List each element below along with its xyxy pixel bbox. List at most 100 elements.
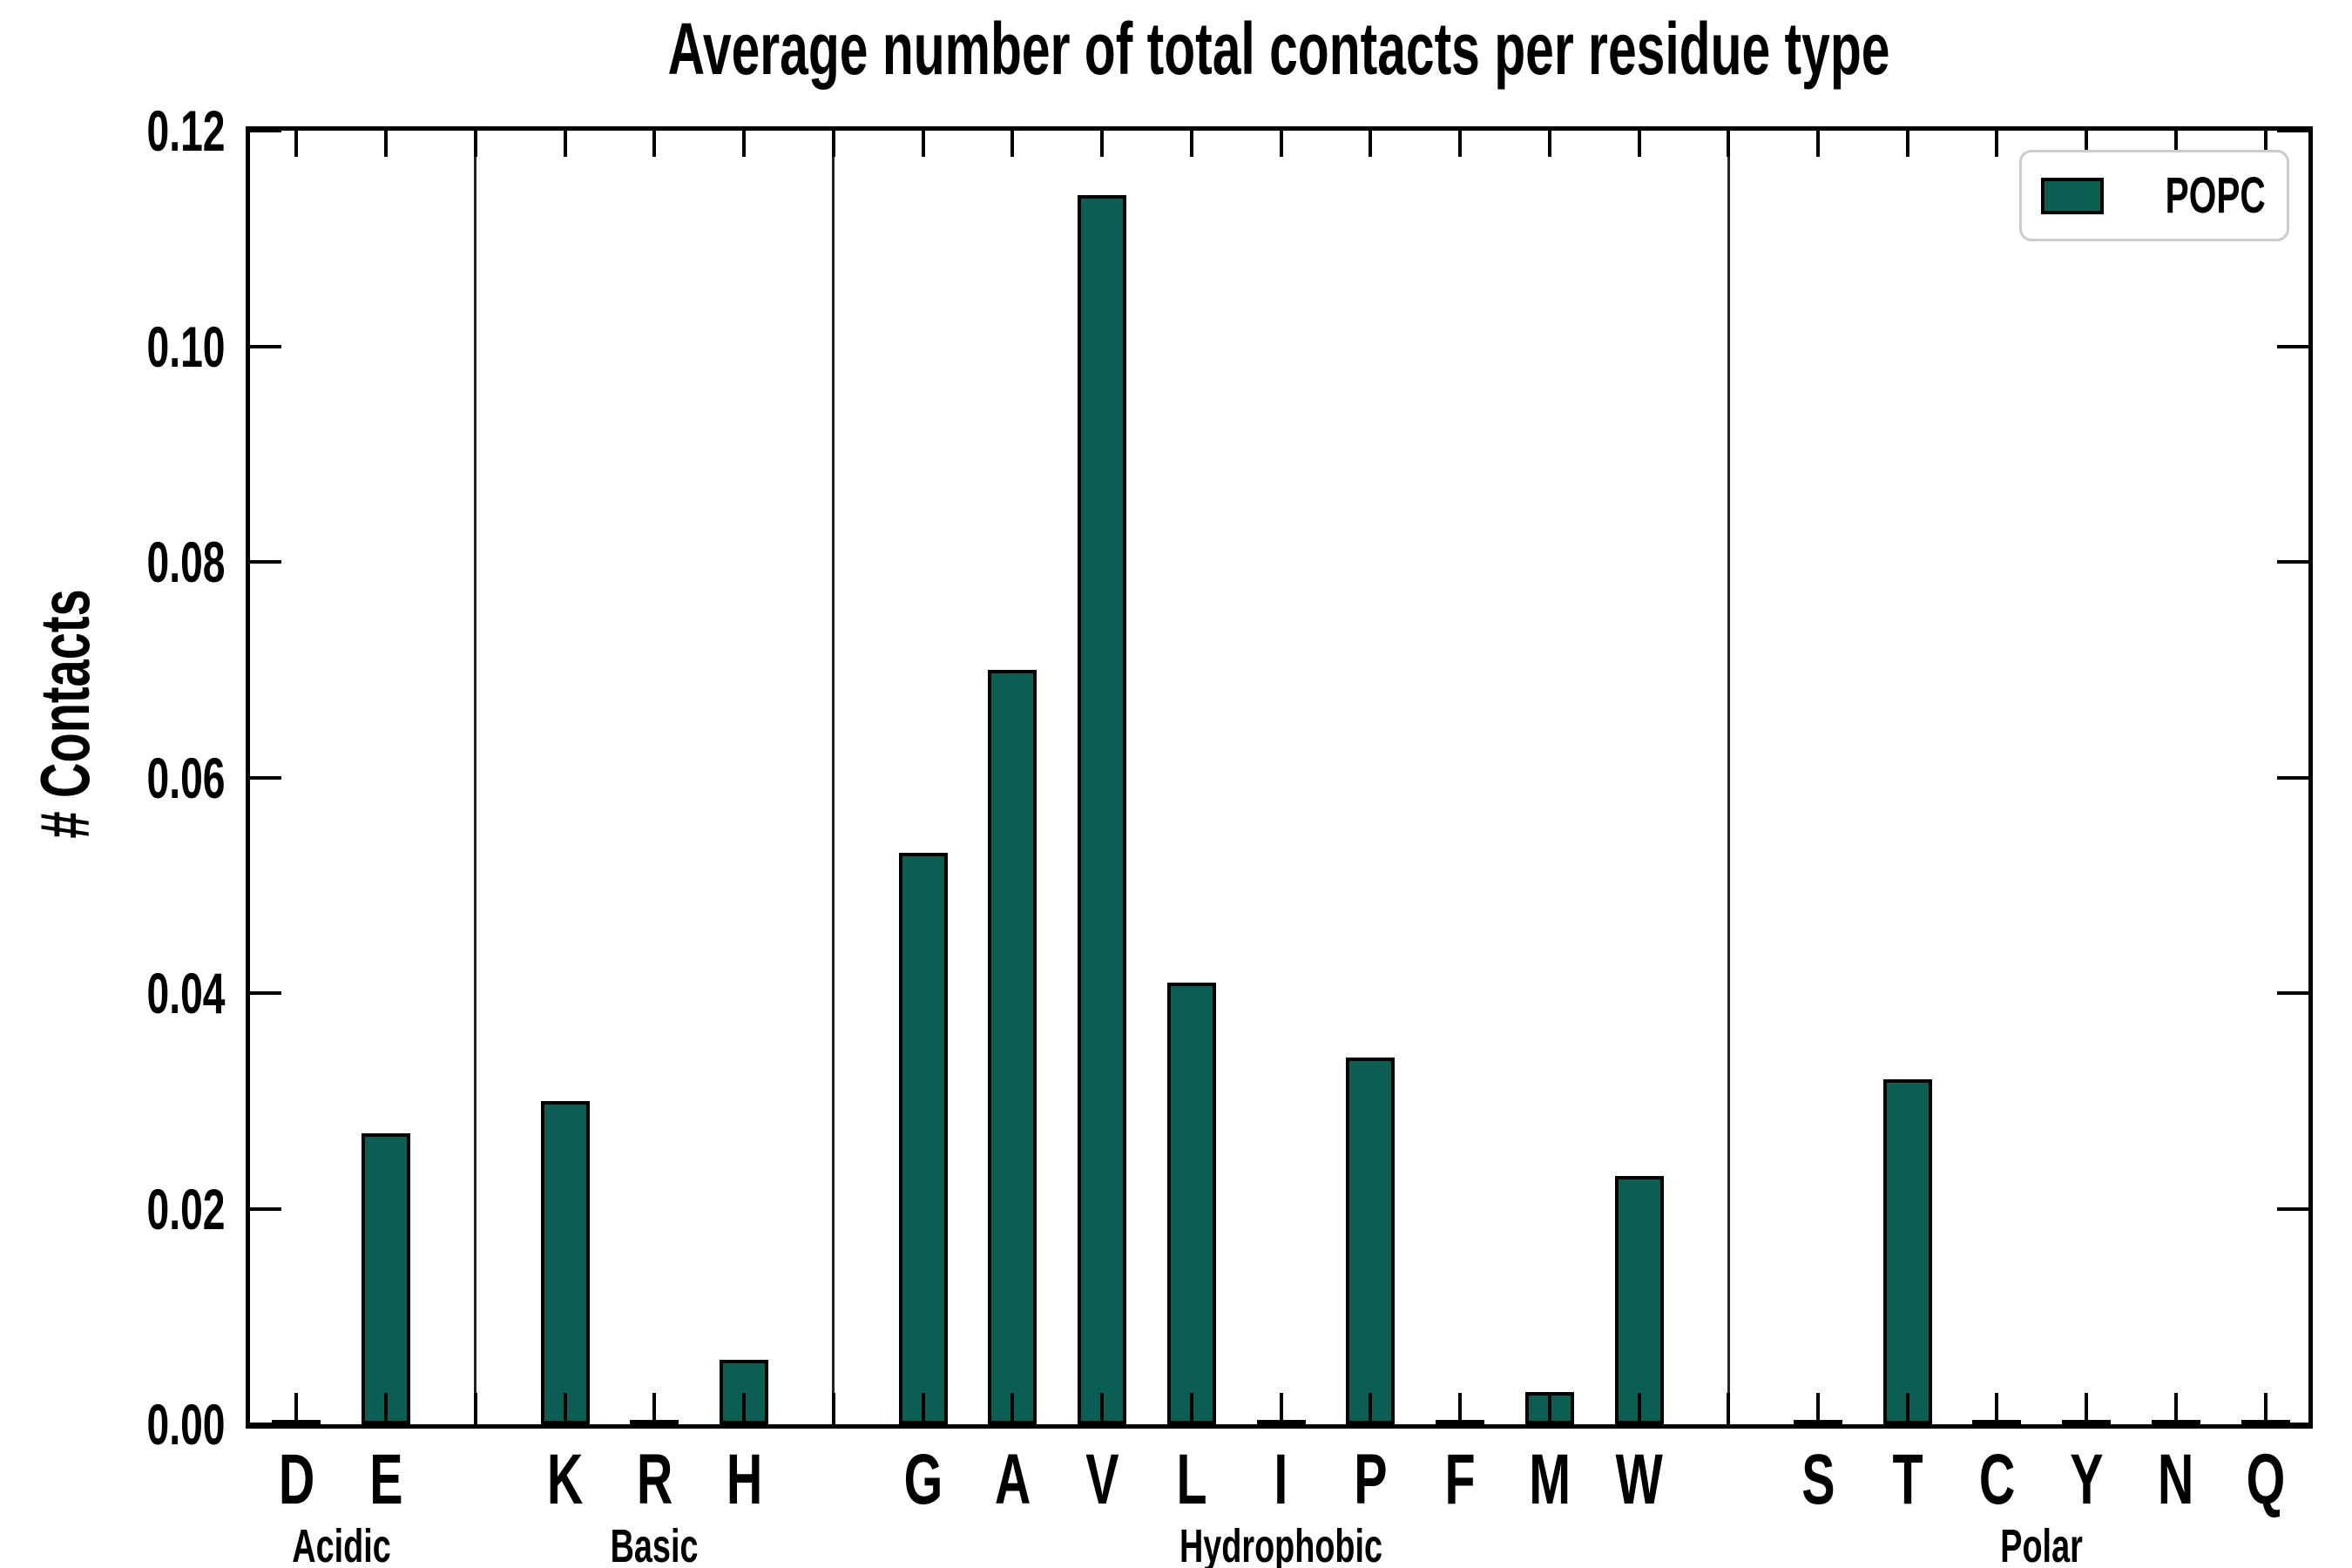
y-tick-label: 0.00 bbox=[16, 1389, 225, 1459]
y-tick-right bbox=[2277, 129, 2308, 132]
y-tick-left bbox=[250, 344, 281, 348]
y-tick-label-text: 0.00 bbox=[146, 1392, 225, 1456]
x-tick-bottom bbox=[1100, 1393, 1105, 1424]
x-tick-label-C: C bbox=[1936, 1439, 2058, 1521]
x-tick-bottom bbox=[1189, 1393, 1193, 1424]
x-tick-top bbox=[742, 131, 747, 157]
x-tick-bottom bbox=[1905, 1393, 1909, 1424]
x-tick-bottom bbox=[2173, 1393, 2178, 1424]
x-tick-top bbox=[2263, 131, 2268, 157]
x-tick-label-text: A bbox=[994, 1440, 1031, 1519]
y-tick-label-text: 0.04 bbox=[146, 961, 225, 1025]
x-tick-label-P: P bbox=[1309, 1439, 1431, 1521]
x-tick-label-E: E bbox=[325, 1439, 447, 1521]
group-label-basic: Basic bbox=[480, 1519, 828, 1568]
x-tick-label-text: L bbox=[1176, 1440, 1207, 1519]
group-divider-line bbox=[474, 131, 477, 1424]
y-tick-right bbox=[2277, 1423, 2308, 1426]
y-tick-label-text: 0.02 bbox=[146, 1176, 225, 1241]
x-tick-label-text: D bbox=[278, 1440, 315, 1519]
x-tick-bottom bbox=[1458, 1393, 1463, 1424]
x-tick-label-text: Y bbox=[2070, 1440, 2104, 1519]
x-tick-label-K: K bbox=[504, 1439, 626, 1521]
x-tick-bottom bbox=[652, 1393, 657, 1424]
x-tick-bottom bbox=[384, 1393, 389, 1424]
x-tick-label-text: C bbox=[1978, 1440, 2016, 1519]
bar-V bbox=[1078, 195, 1127, 1424]
group-label-text: Basic bbox=[610, 1520, 699, 1568]
y-tick-right bbox=[2277, 344, 2308, 348]
x-tick-top bbox=[1100, 131, 1105, 157]
bar-P bbox=[1346, 1058, 1396, 1424]
bar-L bbox=[1166, 983, 1216, 1424]
x-tick-top bbox=[384, 131, 389, 157]
x-tick-label-D: D bbox=[235, 1439, 357, 1521]
x-tick-label-text: T bbox=[1892, 1440, 1923, 1519]
y-tick-left bbox=[250, 1206, 281, 1211]
x-tick-label-H: H bbox=[683, 1439, 805, 1521]
x-tick-bottom bbox=[1547, 1393, 1551, 1424]
y-tick-left bbox=[250, 991, 281, 995]
x-tick-top bbox=[831, 131, 835, 157]
y-tick-right bbox=[2277, 1206, 2308, 1211]
group-label-text: Polar bbox=[2000, 1520, 2084, 1568]
x-tick-label-Q: Q bbox=[2205, 1439, 2327, 1521]
x-tick-bottom bbox=[563, 1393, 567, 1424]
x-tick-label-text: E bbox=[369, 1440, 403, 1519]
x-tick-label-Y: Y bbox=[2025, 1439, 2147, 1521]
x-tick-bottom bbox=[1637, 1393, 1641, 1424]
bar-W bbox=[1614, 1176, 1664, 1424]
x-tick-label-text: R bbox=[636, 1440, 673, 1519]
x-tick-top bbox=[652, 131, 657, 157]
x-tick-label-text: G bbox=[903, 1440, 943, 1519]
x-tick-label-W: W bbox=[1578, 1439, 1700, 1521]
x-tick-top bbox=[1279, 131, 1283, 157]
group-label-hydrophobic: Hydrophobic bbox=[1107, 1519, 1456, 1568]
x-tick-bottom bbox=[1727, 1393, 1731, 1424]
x-tick-top bbox=[563, 131, 567, 157]
x-tick-top bbox=[1369, 131, 1373, 157]
x-tick-label-text: Q bbox=[2246, 1440, 2285, 1519]
y-tick-label: 0.08 bbox=[16, 527, 225, 597]
y-tick-left bbox=[250, 775, 281, 780]
chart-title-text: Average number of total contacts per res… bbox=[668, 8, 1890, 90]
x-tick-top bbox=[294, 131, 299, 157]
y-tick-label: 0.04 bbox=[16, 958, 225, 1028]
y-tick-right bbox=[2277, 991, 2308, 995]
x-tick-top bbox=[1905, 131, 1909, 157]
bar-K bbox=[540, 1101, 590, 1424]
y-tick-label: 0.12 bbox=[16, 96, 225, 166]
x-tick-top bbox=[1995, 131, 1999, 157]
x-tick-label-text: P bbox=[1354, 1440, 1388, 1519]
x-tick-top bbox=[1815, 131, 1820, 157]
x-tick-bottom bbox=[294, 1393, 299, 1424]
group-label-polar: Polar bbox=[1868, 1519, 2216, 1568]
y-tick-label: 0.10 bbox=[16, 312, 225, 382]
x-tick-label-S: S bbox=[1757, 1439, 1879, 1521]
plot-area bbox=[246, 126, 2313, 1429]
x-tick-bottom bbox=[1995, 1393, 1999, 1424]
x-tick-label-text: H bbox=[726, 1440, 762, 1519]
x-tick-label-text: M bbox=[1528, 1440, 1571, 1519]
x-tick-label-T: T bbox=[1847, 1439, 1969, 1521]
y-tick-label: 0.06 bbox=[16, 743, 225, 813]
x-tick-label-text: W bbox=[1615, 1440, 1663, 1519]
x-tick-label-I: I bbox=[1220, 1439, 1342, 1521]
group-divider-line bbox=[1727, 131, 1730, 1424]
x-tick-top bbox=[2085, 131, 2089, 157]
x-tick-bottom bbox=[1815, 1393, 1820, 1424]
bar-G bbox=[898, 853, 948, 1424]
x-tick-label-L: L bbox=[1131, 1439, 1253, 1521]
y-tick-right bbox=[2277, 775, 2308, 780]
group-label-acidic: Acidic bbox=[167, 1519, 516, 1568]
y-tick-label: 0.02 bbox=[16, 1174, 225, 1244]
y-tick-label-text: 0.12 bbox=[146, 98, 225, 163]
y-tick-right bbox=[2277, 560, 2308, 564]
x-tick-bottom bbox=[473, 1393, 477, 1424]
legend: POPC bbox=[2019, 150, 2289, 241]
group-label-text: Hydrophobic bbox=[1179, 1520, 1383, 1568]
y-tick-left bbox=[250, 129, 281, 132]
x-tick-label-N: N bbox=[2115, 1439, 2237, 1521]
x-tick-label-G: G bbox=[862, 1439, 984, 1521]
